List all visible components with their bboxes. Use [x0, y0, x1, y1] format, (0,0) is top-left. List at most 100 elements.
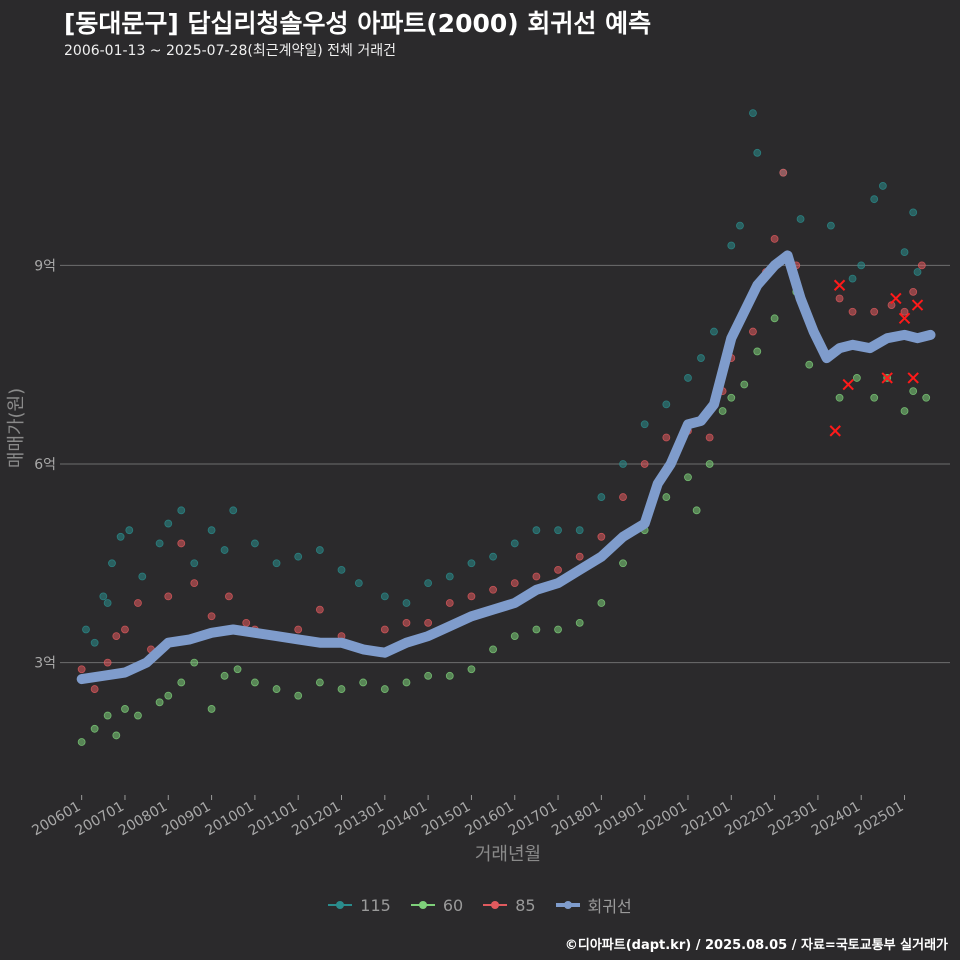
outlier-stroke	[842, 378, 854, 391]
x-tick-label: 200601	[29, 799, 83, 840]
data-point-85	[909, 287, 918, 296]
data-point-85	[532, 572, 541, 581]
data-point-115	[913, 268, 922, 276]
data-point-115	[380, 592, 389, 601]
x-tick-label: 201901	[592, 799, 646, 840]
data-point-60	[77, 738, 86, 746]
data-point-60	[337, 685, 346, 693]
legend-item-regression: 회귀선	[555, 893, 632, 917]
x-tick-label: 202101	[679, 799, 733, 840]
data-point-115	[220, 546, 229, 554]
data-point-85	[619, 493, 627, 501]
legend-item-85: 85	[483, 893, 536, 917]
data-point-60	[684, 473, 692, 482]
data-point-60	[753, 347, 762, 356]
data-point-85	[112, 632, 121, 641]
data-point-60	[272, 685, 281, 693]
data-point-85	[445, 599, 454, 607]
data-point-115	[424, 579, 433, 588]
outlier-marker	[898, 312, 911, 325]
data-point-85	[662, 433, 671, 442]
y-tick-label: 6억	[34, 457, 56, 473]
data-point-60	[134, 711, 142, 720]
data-point-85	[402, 618, 411, 627]
data-point-85	[242, 618, 251, 627]
data-point-85	[190, 579, 199, 588]
outlier-marker	[890, 292, 902, 305]
data-point-115	[402, 599, 411, 607]
legend-label-regression: 회귀선	[587, 897, 632, 916]
data-point-115	[229, 506, 238, 515]
data-point-60	[233, 665, 242, 674]
x-tick-label: 201601	[462, 799, 516, 840]
data-point-60	[90, 724, 99, 733]
x-axis-label: 거래년월	[475, 844, 541, 865]
data-point-115	[640, 420, 649, 429]
data-point-60	[727, 393, 736, 402]
x-tick-label: 201301	[333, 799, 387, 840]
data-point-85	[103, 658, 112, 667]
source-credit: ©디아파트(dapt.kr) / 2025.08.05 / 자료=국토교통부 실…	[564, 938, 948, 953]
data-point-115	[749, 109, 757, 118]
data-point-85	[164, 592, 173, 601]
data-point-85	[207, 612, 216, 621]
data-point-60	[575, 618, 584, 627]
data-point-60	[805, 360, 814, 369]
points-layer	[77, 109, 931, 746]
data-point-60	[597, 599, 606, 607]
x-tick-label: 202401	[809, 799, 863, 840]
outlier-marker	[829, 425, 841, 437]
data-point-60	[190, 658, 199, 667]
data-point-60	[532, 625, 541, 634]
outlier-marker	[881, 372, 893, 384]
data-point-60	[315, 678, 324, 687]
data-point-85	[848, 307, 857, 316]
x-tick-label: 202501	[852, 799, 906, 840]
data-point-115	[82, 625, 90, 634]
x-tick-label: 201001	[203, 799, 257, 840]
data-point-60	[380, 685, 389, 693]
data-point-60	[852, 374, 861, 382]
data-point-60	[770, 314, 779, 323]
x-tick-label: 201101	[246, 799, 300, 840]
data-point-115	[467, 559, 476, 568]
data-point-115	[294, 552, 303, 561]
data-point-85	[779, 168, 788, 177]
data-point-60	[424, 671, 433, 680]
data-point-60	[909, 387, 918, 396]
data-point-115	[857, 261, 866, 270]
y-tick-label: 9억	[34, 258, 56, 274]
data-point-115	[177, 506, 186, 515]
data-point-85	[121, 625, 129, 634]
data-point-60	[692, 506, 701, 515]
x-tick-label: 201801	[549, 799, 603, 840]
x-tick-label: 200901	[159, 799, 213, 840]
data-point-60	[121, 705, 129, 713]
data-point-85	[380, 625, 389, 634]
legend-label-85: 85	[515, 895, 536, 915]
legend-key-60	[410, 898, 435, 912]
legend-item-115: 115	[328, 893, 391, 917]
outlier-stroke	[898, 312, 911, 325]
outlier-marker	[842, 378, 854, 391]
data-point-115	[662, 400, 671, 409]
data-point-60	[662, 493, 671, 501]
data-point-60	[177, 678, 186, 687]
data-point-115	[619, 460, 627, 468]
data-point-85	[315, 605, 324, 614]
data-point-115	[250, 539, 259, 548]
x-tick-label: 202201	[722, 799, 776, 840]
data-point-60	[155, 698, 164, 707]
data-point-115	[796, 215, 805, 223]
data-point-115	[138, 572, 147, 581]
x-tick-label: 202001	[636, 799, 690, 840]
data-point-60	[835, 393, 844, 402]
data-point-60	[489, 645, 497, 654]
data-point-85	[597, 532, 606, 541]
data-point-60	[870, 393, 879, 402]
data-point-115	[597, 493, 606, 501]
data-point-85	[554, 566, 562, 574]
data-point-115	[710, 327, 718, 336]
outlier-layer	[829, 279, 924, 437]
